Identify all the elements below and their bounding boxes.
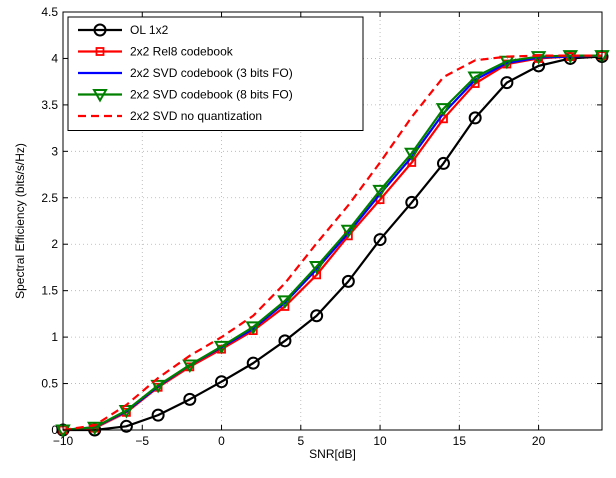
plot-frame: [62, 11, 603, 431]
legend-label: 2x2 SVD codebook (3 bits FO): [130, 66, 293, 80]
y-tick-label: 0: [51, 423, 58, 437]
data-point: [405, 195, 419, 209]
x-tick-label: 0: [218, 434, 225, 448]
data-point: [404, 147, 420, 162]
legend-entry: 2x2 SVD codebook (3 bits FO): [78, 66, 293, 80]
y-tick-label: 2: [51, 237, 58, 251]
data-point: [119, 419, 133, 433]
x-tick-label: 15: [453, 434, 467, 448]
data-point: [468, 111, 482, 125]
legend-entry: 2x2 SVD codebook (8 bits FO): [78, 88, 293, 103]
series-line: [62, 54, 602, 432]
data-point: [215, 375, 229, 389]
y-tick-label: 4.5: [41, 5, 58, 19]
data-point: [500, 76, 514, 90]
y-tick-label: 1: [51, 330, 58, 344]
data-point: [246, 356, 260, 370]
data-point: [277, 295, 293, 309]
data-point: [151, 408, 165, 422]
y-tick-label: 1.5: [41, 284, 58, 298]
legend-entry: 2x2 SVD no quantization: [78, 109, 262, 123]
y-tick-label: 2.5: [41, 191, 58, 205]
data-point: [245, 321, 261, 335]
data-point: [341, 274, 355, 288]
data-point: [183, 392, 197, 406]
y-tick-label: 3.5: [41, 98, 58, 112]
grid-lines: [63, 12, 602, 430]
legend-marker: [92, 89, 108, 103]
legend-marker: [93, 23, 107, 37]
x-tick-label: −5: [135, 434, 149, 448]
x-tick-label: −10: [53, 434, 74, 448]
data-point: [530, 51, 547, 65]
legend-label: 2x2 SVD codebook (8 bits FO): [130, 88, 293, 102]
x-axis-label: SNR[dB]: [309, 447, 356, 461]
x-tick-label: 20: [532, 434, 546, 448]
y-axis-label: Spectral Efficiency (bits/s/Hz): [13, 143, 27, 299]
series-4: [62, 54, 602, 432]
legend-marker: [95, 47, 105, 56]
legend-entry: 2x2 Rel8 codebook: [78, 45, 234, 59]
legend-label: OL 1x2: [130, 23, 169, 37]
data-point: [86, 421, 103, 436]
data-point: [372, 184, 388, 199]
data-point: [182, 359, 198, 373]
y-tick-label: 0.5: [41, 377, 58, 391]
tick-layer: −10 −5 0 5 10 15 20 0 0.5 1 1.5 2 2.5 3 3.5 4 4.5: [41, 5, 602, 448]
legend: OL 1x2 2x2 Rel8 codebook 2x2 SVD codebook …: [67, 16, 364, 131]
series-line: [62, 54, 602, 432]
y-tick-label: 3: [51, 144, 58, 158]
data-point: [340, 224, 357, 239]
data-point: [467, 71, 483, 86]
x-tick-label: 5: [297, 434, 304, 448]
data-point: [436, 156, 450, 170]
legend-label: 2x2 SVD no quantization: [130, 109, 262, 123]
data-point: [213, 340, 230, 355]
data-point: [308, 261, 325, 275]
data-point: [310, 309, 324, 323]
x-tick-label: 10: [373, 434, 387, 448]
data-point: [532, 59, 546, 73]
data-point: [373, 233, 387, 247]
legend-label: 2x2 Rel8 codebook: [130, 45, 234, 59]
data-point: [150, 379, 166, 394]
y-tick-label: 4: [51, 51, 58, 65]
data-point: [435, 103, 452, 117]
data-point: [278, 334, 292, 348]
legend-entry: OL 1x2: [78, 23, 169, 37]
series-layer: [55, 50, 610, 439]
